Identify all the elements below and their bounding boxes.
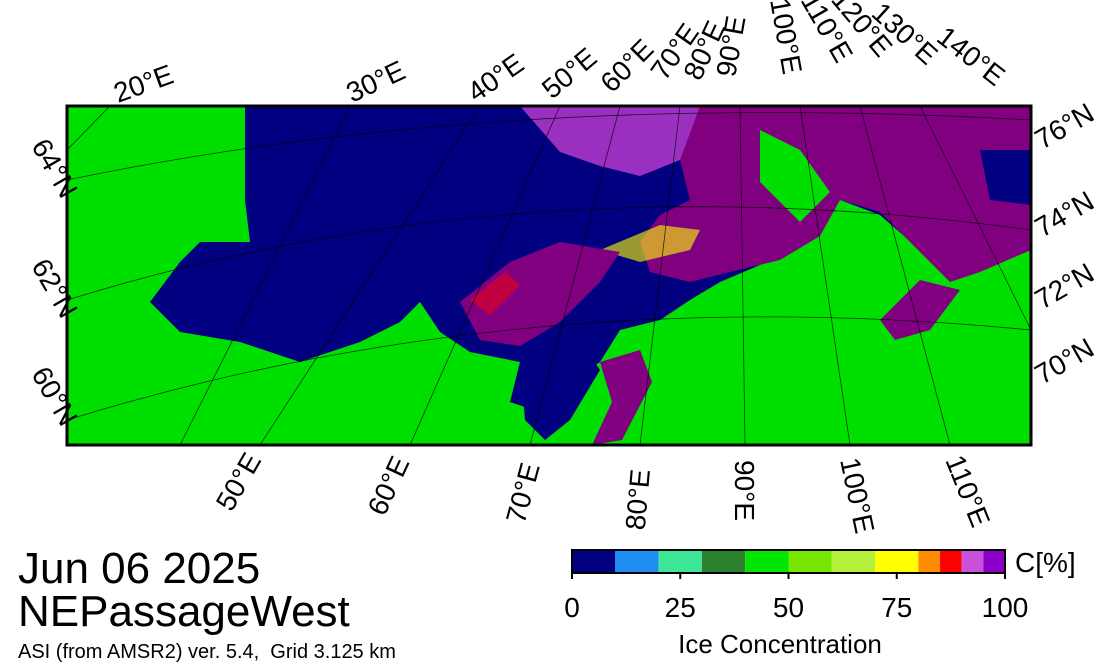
colorbar-segment [701, 550, 746, 573]
graticule-label: 30°E [341, 55, 409, 109]
colorbar-segment [658, 550, 702, 573]
island [760, 130, 830, 222]
graticule-label: 70°E [500, 460, 546, 527]
graticule-label: 20°E [109, 59, 177, 109]
graticule-label: 90°E [729, 460, 760, 521]
graticule-label: 60°E [362, 451, 416, 519]
sea-ice-edge [470, 272, 520, 315]
colorbar-segment [875, 550, 919, 573]
colorbar-unit: C[%] [1015, 547, 1076, 578]
colorbar-tick-label: 0 [564, 592, 580, 623]
graticule-label: 110°E [939, 451, 996, 532]
source: ASI (from AMSR2) ver. 5.4, Grid 3.125 km [18, 641, 396, 663]
sea-ice [460, 242, 620, 346]
colorbar-segment [745, 550, 789, 573]
colorbar-segment [983, 550, 1005, 573]
sea-ice [592, 350, 652, 445]
colorbar-tick-label: 100 [982, 592, 1029, 623]
sea [520, 340, 600, 440]
colorbar-segment [940, 550, 962, 573]
colorbar-tick-label: 50 [773, 592, 804, 623]
graticule-label: 40°E [462, 48, 530, 108]
colorbar-segment [831, 550, 876, 573]
graticule-label: 70°N [1030, 332, 1100, 390]
graticule-label: 74°N [1030, 185, 1100, 243]
map [67, 106, 1031, 445]
colorbar-segment [918, 550, 941, 573]
colorbar-segment [788, 550, 832, 573]
sea-ice-edge [600, 225, 700, 262]
colorbar-segment [572, 550, 616, 573]
sea-ice [520, 106, 700, 176]
date: Jun 06 2025 [18, 544, 260, 593]
graticule-label: 72°N [1030, 257, 1100, 315]
graticule-label: 76°N [1030, 97, 1100, 155]
island [67, 106, 245, 260]
graticule-label: 140°E [931, 20, 1010, 92]
colorbar-tick-label: 25 [665, 592, 696, 623]
colorbar-segment [961, 550, 984, 573]
graticule-label: 50°E [536, 42, 603, 105]
colorbar-segment [615, 550, 659, 573]
graticule-label: 50°E [210, 448, 267, 516]
graticule [67, 106, 1031, 445]
colorbar-tick-label: 75 [881, 592, 912, 623]
colorbar-label: Ice Concentration [678, 629, 882, 659]
sea-ice [640, 106, 1031, 282]
map-frame [65, 104, 1033, 447]
graticule-label: 80°E [620, 468, 656, 532]
sea-ice [880, 280, 960, 340]
graticule-label: 100°E [834, 455, 880, 536]
region: NEPassageWest [18, 587, 350, 636]
